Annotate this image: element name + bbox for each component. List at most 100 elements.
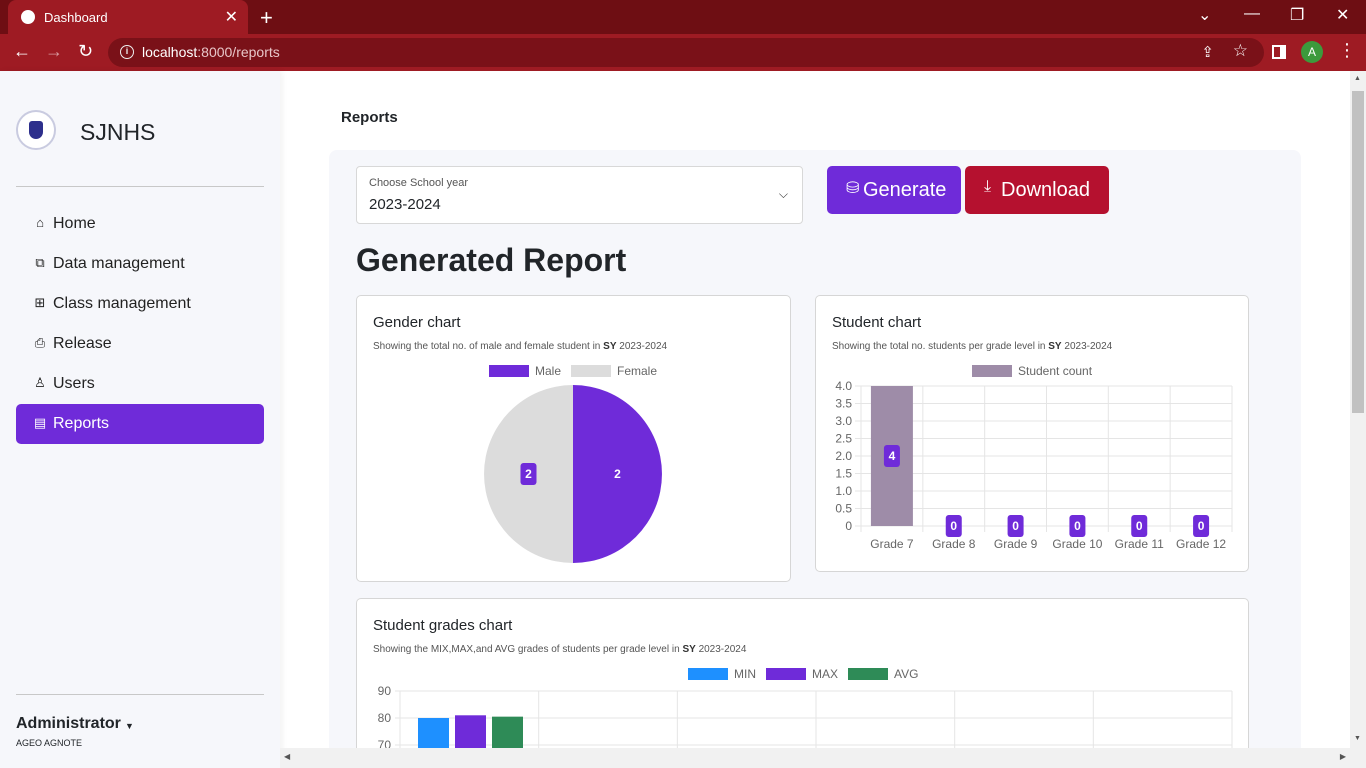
y-tick-label: 2.5 (835, 432, 852, 446)
profile-avatar[interactable]: A (1301, 41, 1323, 63)
data-label-box (1193, 515, 1210, 537)
data-label-box (520, 463, 537, 485)
data-label: 0 (1074, 519, 1081, 533)
data-label: 0 (1136, 519, 1143, 533)
forward-icon[interactable]: → (45, 41, 63, 61)
page-title: Reports (341, 109, 398, 126)
data-label-box (945, 515, 962, 537)
close-window-icon[interactable]: ✕ (1336, 7, 1350, 24)
gender-chart-card: Gender chart Showing the total no. of ma… (356, 295, 791, 582)
data-label: 2 (525, 467, 532, 481)
scroll-right-icon[interactable]: ▶ (1339, 752, 1346, 761)
sidebar-item-users[interactable]: ♙ Users (16, 364, 264, 404)
x-tick-label: Grade 7 (870, 537, 914, 551)
minimize-icon[interactable]: — (1244, 5, 1260, 22)
sidebar-item-class-management[interactable]: ⊞ Class management (16, 284, 264, 324)
address-bar[interactable]: i localhost:8000/reports ⇪ ☆ (108, 38, 1264, 67)
x-tick-label: Grade 8 (932, 537, 976, 551)
reload-icon[interactable]: ↻ (78, 41, 94, 61)
scroll-down-icon[interactable]: ▼ (1354, 735, 1361, 742)
sidebar-divider (16, 694, 264, 695)
legend-label: Male (535, 364, 561, 378)
report-icon: ▤ (33, 415, 47, 430)
legend-swatch (688, 668, 728, 680)
user-role[interactable]: Administrator (16, 715, 121, 732)
x-tick-label: Grade 9 (994, 537, 1038, 551)
y-tick-label: 0 (845, 519, 852, 533)
home-icon: ⌂ (36, 215, 44, 230)
download-label: Download (1001, 179, 1090, 201)
chart-title: Student chart (832, 314, 922, 331)
sidebar-item-release[interactable]: ⎙ Release (16, 324, 264, 364)
browser-tab-bar: Dashboard ✕ + ⌄ — ❐ ✕ (0, 0, 1366, 34)
close-tab-icon[interactable]: ✕ (224, 9, 238, 26)
chevron-down-icon: ⌵ (778, 187, 788, 201)
data-label: 0 (950, 519, 957, 533)
select-label: Choose School year (369, 177, 469, 189)
sidebar: SJNHS ⌂ Home ⧉ Data management ⊞ Class m… (0, 71, 280, 768)
user-name: AGEO AGNOTE (16, 738, 83, 748)
sidebar-item-reports[interactable]: ▤ Reports (16, 404, 264, 444)
legend-swatch (972, 365, 1012, 377)
data-label-box (883, 445, 900, 467)
back-icon[interactable]: ← (13, 41, 31, 61)
browser-tab[interactable]: Dashboard ✕ (8, 0, 248, 34)
chart-subtitle: Showing the MIX,MAX,and AVG grades of st… (373, 644, 747, 655)
new-tab-icon[interactable]: + (260, 5, 273, 30)
share-icon[interactable]: ⇪ (1201, 44, 1214, 61)
browser-menu-icon[interactable]: ⋮ (1338, 40, 1356, 60)
pie-slice (573, 385, 662, 563)
sidebar-item-data-management[interactable]: ⧉ Data management (16, 244, 264, 284)
restore-icon[interactable]: ❐ (1290, 7, 1305, 24)
chart-subtitle: Showing the total no. of male and female… (373, 341, 668, 352)
legend-swatch (571, 365, 611, 377)
data-label: 0 (1198, 519, 1205, 533)
download-button[interactable]: ⤓ Download (965, 166, 1109, 214)
database-icon: ⛁ (846, 180, 860, 197)
side-panel-icon[interactable] (1272, 45, 1286, 59)
legend-label: MAX (812, 667, 838, 681)
copy-icon: ⧉ (35, 255, 45, 270)
y-tick-label: 90 (378, 684, 392, 698)
sidebar-item-label: Users (53, 375, 95, 392)
scroll-thumb[interactable] (1352, 91, 1364, 413)
grades-chart-card: Student grades chart Showing the MIX,MAX… (356, 598, 1249, 768)
sidebar-item-label: Class management (53, 295, 191, 312)
generate-button[interactable]: ⛁ Generate (827, 166, 961, 214)
report-heading: Generated Report (356, 242, 627, 278)
caret-down-icon[interactable]: ▼ (125, 721, 134, 731)
globe-icon (21, 10, 35, 24)
person-icon: ♙ (34, 375, 46, 390)
student-chart-card: Student chart Showing the total no. stud… (815, 295, 1249, 572)
bookmark-star-icon[interactable]: ☆ (1232, 41, 1248, 60)
scroll-left-icon[interactable]: ◀ (284, 752, 291, 761)
legend-label: MIN (734, 667, 756, 681)
legend-swatch (489, 365, 529, 377)
y-tick-label: 4.0 (835, 379, 852, 393)
y-tick-label: 80 (378, 711, 392, 725)
sidebar-divider (16, 186, 264, 187)
tab-search-icon[interactable]: ⌄ (1198, 7, 1212, 24)
school-year-select[interactable]: Choose School year 2023-2024 ⌵ (356, 166, 803, 224)
y-tick-label: 3.5 (835, 397, 852, 411)
data-label: 2 (614, 467, 621, 481)
browser-toolbar: ← → ↻ i localhost:8000/reports ⇪ ☆ (0, 34, 1366, 71)
sidebar-item-label: Reports (53, 415, 110, 432)
url-text[interactable]: localhost:8000/reports (142, 44, 280, 60)
horizontal-scrollbar[interactable]: ◀ ▶ (280, 748, 1350, 768)
y-tick-label: 3.0 (835, 414, 852, 428)
data-label: 0 (1012, 519, 1019, 533)
legend-swatch (766, 668, 806, 680)
chart-title: Student grades chart (373, 617, 513, 634)
chart-title: Gender chart (373, 314, 461, 331)
sidebar-item-home[interactable]: ⌂ Home (16, 204, 264, 244)
site-info-icon[interactable]: i (120, 45, 134, 59)
data-label: 4 (889, 449, 896, 463)
vertical-scrollbar[interactable]: ▲ ▼ (1350, 71, 1366, 768)
student-bar-chart: Student count 0 0.5 1.0 1.5 2.0 2.5 3.0 3.5 4.0 4 G… (835, 364, 1233, 551)
sidebar-item-label: Release (53, 335, 112, 352)
tab-title: Dashboard (44, 10, 108, 25)
y-tick-label: 0.5 (835, 502, 852, 516)
chart-subtitle: Showing the total no. students per grade… (832, 341, 1113, 352)
scroll-up-icon[interactable]: ▲ (1354, 75, 1361, 82)
